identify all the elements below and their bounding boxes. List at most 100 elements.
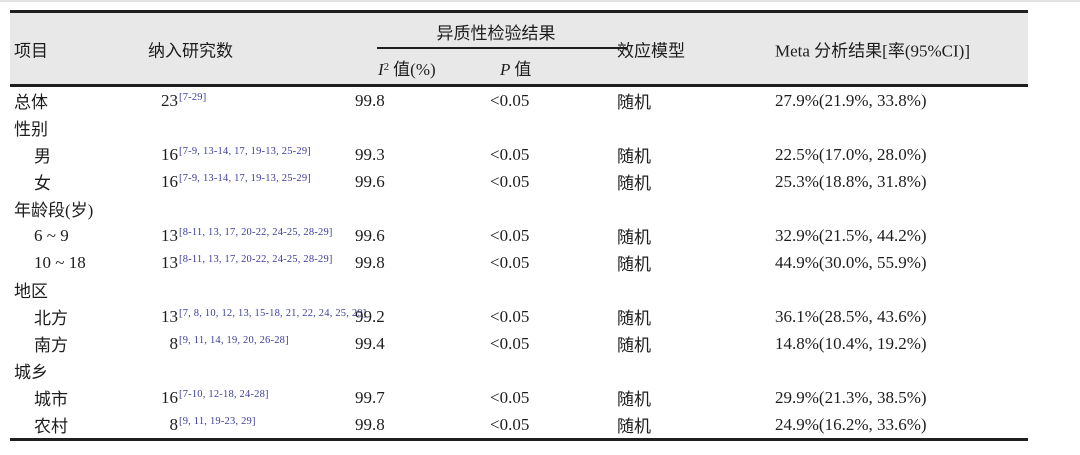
cell-i2: 99.6 <box>355 225 385 245</box>
cell-item: 男 <box>34 147 51 166</box>
heterogeneity-group-title: 异质性检验结果 <box>436 24 556 43</box>
cell-item: 城市 <box>34 390 68 409</box>
cell-p: <0.05 <box>490 144 530 164</box>
table-top-rule <box>10 10 1028 13</box>
cell-meta: 22.5%(17.0%, 28.0%) <box>775 144 927 164</box>
cell-studies: 13[8-11, 13, 17, 20-22, 24-25, 28-29] <box>148 226 355 246</box>
i2-label: 值(%) <box>393 60 436 79</box>
table-row: 北方 13[7, 8, 10, 12, 13, 15-18, 21, 22, 2… <box>10 303 1028 330</box>
table-row: 城乡 <box>10 357 1028 384</box>
table-row: 性别 <box>10 114 1028 141</box>
p-symbol: P <box>500 60 511 79</box>
cell-p: <0.05 <box>490 225 530 245</box>
study-count: 13 <box>161 225 178 245</box>
cell-p: <0.05 <box>490 414 530 434</box>
table-row: 农村 8[9, 11, 19-23, 29] 99.8 <0.05 随机 24.… <box>10 411 1028 438</box>
study-count: 23 <box>161 90 178 110</box>
cell-i2: 99.8 <box>355 414 385 434</box>
cell-item: 地区 <box>14 282 48 301</box>
cell-i2: 99.4 <box>355 333 385 353</box>
study-count: 8 <box>169 414 179 434</box>
cell-meta: 32.9%(21.5%, 44.2%) <box>775 225 927 245</box>
cell-studies: 23[7-29] <box>148 91 355 111</box>
cell-item: 总体 <box>14 93 48 112</box>
study-count: 16 <box>161 387 178 407</box>
table-row: 城市 16[7-10, 12-18, 24-28] 99.7 <0.05 随机 … <box>10 384 1028 411</box>
study-refs: [8-11, 13, 17, 20-22, 24-25, 28-29] <box>179 253 333 265</box>
study-count: 13 <box>161 252 178 272</box>
col-header-meta-result: Meta 分析结果[率(95%CI)] <box>775 41 970 60</box>
table-row: 女 16[7-9, 13-14, 17, 19-13, 25-29] 99.6 … <box>10 168 1028 195</box>
study-refs: [9, 11, 19-23, 29] <box>179 415 256 427</box>
cell-item: 农村 <box>34 417 68 436</box>
cell-studies: 8[9, 11, 19-23, 29] <box>148 415 355 435</box>
study-refs: [8-11, 13, 17, 20-22, 24-25, 28-29] <box>179 226 333 238</box>
cell-i2: 99.6 <box>355 171 385 191</box>
cell-item: 性别 <box>14 120 48 139</box>
cell-studies: 13[8-11, 13, 17, 20-22, 24-25, 28-29] <box>148 253 355 273</box>
cell-meta: 25.3%(18.8%, 31.8%) <box>775 171 927 191</box>
study-refs: [9, 11, 14, 19, 20, 26-28] <box>179 334 289 346</box>
cell-model: 随机 <box>617 174 651 193</box>
col-header-i2: I2 值(%) <box>378 55 436 80</box>
cell-item: 6 ~ 9 <box>34 225 69 245</box>
cell-p: <0.05 <box>490 387 530 407</box>
i2-symbol: I <box>378 60 384 79</box>
cell-studies <box>148 118 355 138</box>
cell-model: 随机 <box>617 417 651 436</box>
cell-p: <0.05 <box>490 90 530 110</box>
cell-item: 10 ~ 18 <box>34 252 86 272</box>
cell-p: <0.05 <box>490 171 530 191</box>
cell-item: 年龄段(岁) <box>14 201 94 220</box>
cell-studies <box>148 199 355 219</box>
study-refs: [7, 8, 10, 12, 13, 15-18, 21, 22, 24, 25… <box>179 307 367 319</box>
study-refs: [7-29] <box>179 91 207 103</box>
heterogeneity-group-rule <box>377 47 627 49</box>
cell-item: 南方 <box>34 336 68 355</box>
cell-meta: 24.9%(16.2%, 33.6%) <box>775 414 927 434</box>
cell-meta: 14.8%(10.4%, 19.2%) <box>775 333 927 353</box>
study-refs: [7-9, 13-14, 17, 19-13, 25-29] <box>179 145 311 157</box>
cell-studies: 8[9, 11, 14, 19, 20, 26-28] <box>148 334 355 354</box>
table-row: 总体 23[7-29] 99.8 <0.05 随机 27.9%(21.9%, 3… <box>10 87 1028 114</box>
study-refs: [7-10, 12-18, 24-28] <box>179 388 269 400</box>
cell-model: 随机 <box>617 228 651 247</box>
cell-i2: 99.8 <box>355 252 385 272</box>
col-header-studies: 纳入研究数 <box>148 41 233 60</box>
p-label: 值 <box>514 60 532 79</box>
table-body: 总体 23[7-29] 99.8 <0.05 随机 27.9%(21.9%, 3… <box>10 87 1028 438</box>
cell-model: 随机 <box>617 255 651 274</box>
table-row: 南方 8[9, 11, 14, 19, 20, 26-28] 99.4 <0.0… <box>10 330 1028 357</box>
cell-studies: 13[7, 8, 10, 12, 13, 15-18, 21, 22, 24, … <box>148 306 366 327</box>
cell-model: 随机 <box>617 93 651 112</box>
cell-i2: 99.7 <box>355 387 385 407</box>
cell-studies: 16[7-10, 12-18, 24-28] <box>148 388 355 408</box>
study-count: 13 <box>161 306 178 326</box>
cell-i2: 99.8 <box>355 90 385 110</box>
cell-i2: 99.3 <box>355 144 385 164</box>
cell-studies: 16[7-9, 13-14, 17, 19-13, 25-29] <box>148 172 355 192</box>
study-count: 8 <box>169 333 179 353</box>
cell-studies <box>148 280 355 300</box>
table-row: 6 ~ 9 13[8-11, 13, 17, 20-22, 24-25, 28-… <box>10 222 1028 249</box>
cell-model: 随机 <box>617 309 651 328</box>
cell-item: 北方 <box>34 309 68 328</box>
study-count: 16 <box>161 171 178 191</box>
cell-studies <box>148 361 355 381</box>
table-row: 年龄段(岁) <box>10 195 1028 222</box>
table-row: 男 16[7-9, 13-14, 17, 19-13, 25-29] 99.3 … <box>10 141 1028 168</box>
scan-artifact-line <box>0 0 1080 2</box>
table-header-rule <box>10 84 1028 87</box>
cell-p: <0.05 <box>490 333 530 353</box>
cell-model: 随机 <box>617 147 651 166</box>
cell-meta: 27.9%(21.9%, 33.8%) <box>775 90 927 110</box>
col-header-effect-model: 效应模型 <box>617 41 685 60</box>
table-bottom-rule <box>10 438 1028 441</box>
i2-superscript: 2 <box>383 61 390 73</box>
cell-studies: 16[7-9, 13-14, 17, 19-13, 25-29] <box>148 145 355 165</box>
table-row: 10 ~ 18 13[8-11, 13, 17, 20-22, 24-25, 2… <box>10 249 1028 276</box>
